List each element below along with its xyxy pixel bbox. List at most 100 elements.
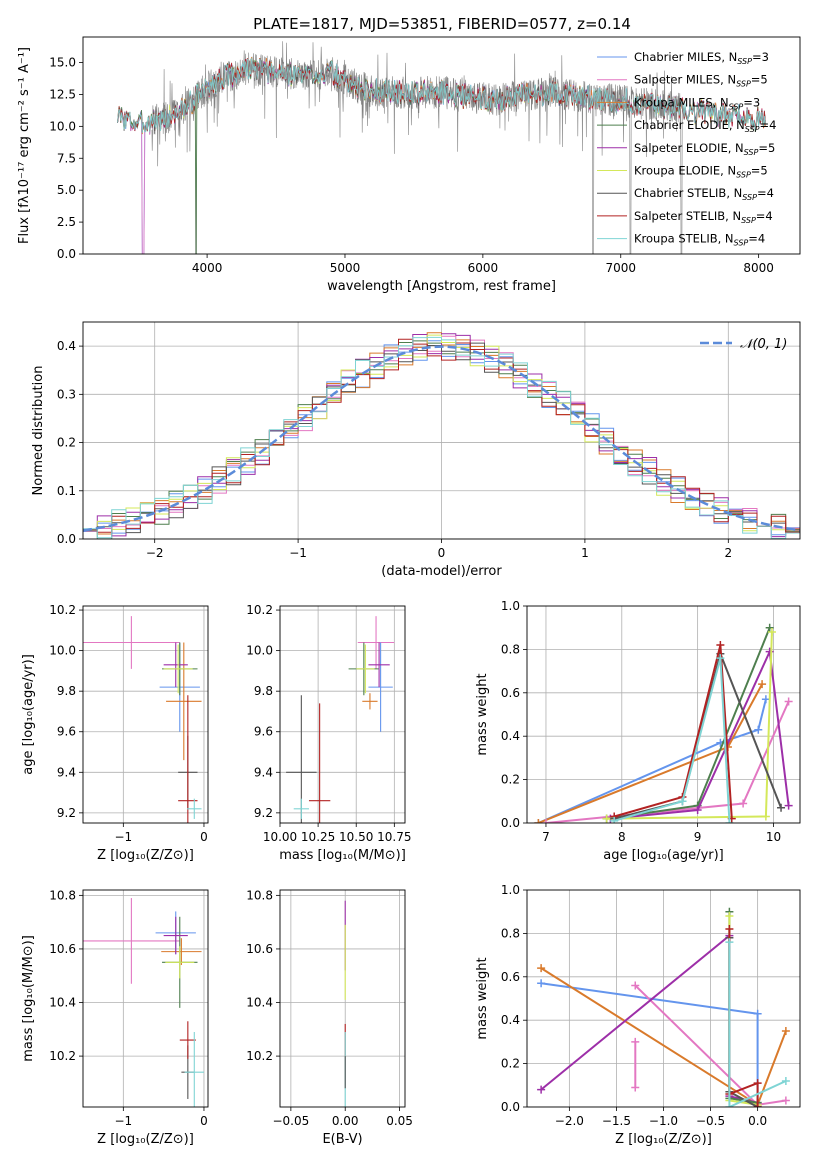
spectrum-xlabel: wavelength [Angstrom, rest frame] [327,279,556,294]
weight-line-chabrier_miles [537,699,767,823]
legend-entry-gauss: 𝒩(0, 1) [740,337,787,352]
spectrum-ytick-label: 12.5 [49,87,76,101]
mass_vs_z-xlabel: Z [log₁₀(Z/Z⊙)] [97,1132,194,1147]
legend-n: =3 [743,95,760,109]
mass_vs_z-ytick-label: 10.2 [49,1049,76,1063]
mass_vs_z-ytick-label: 10.6 [49,942,76,956]
residuals-ytick-label: 0.2 [57,436,76,450]
weight-marker-chabrier_stelib [777,803,786,812]
weight_vs_age-xtick-label: 10 [766,830,781,844]
weight-marker-salpeter_miles [631,1037,640,1046]
weight-line-kroupa_elodie [606,631,773,820]
residuals-ytick-label: 0.0 [57,532,76,546]
legend-n: =4 [760,118,777,132]
age_vs_z-ytick-label: 10.2 [49,603,76,617]
legend-sub: SSP [736,80,751,89]
weight-marker-kroupa_stelib [725,819,734,823]
age_vs_mass-ytick-label: 9.6 [254,725,273,739]
legend-sub: SSP [744,148,759,157]
weight-marker-salpeter_miles [784,697,793,706]
spectrum-plot-area [117,41,766,254]
mass_vs_ebv-xlabel: E(B-V) [322,1132,362,1147]
legend-sub: SSP [742,193,757,202]
weight-marker-kroupa_stelib [781,1076,790,1085]
weight-marker-kroupa_stelib [725,938,734,947]
residuals-frame [82,321,801,540]
residuals-xtick-label: 2 [724,546,732,560]
age_vs_z-xtick-label: −1 [114,830,132,844]
mass_vs_ebv-xtick-label: 0.00 [332,1114,359,1128]
weight-marker-salpeter_stelib [725,925,734,934]
weight_vs_z-ytick-label: 0.0 [501,1100,520,1114]
residuals-xtick-label: −1 [289,546,307,560]
weight-marker-chabrier_miles [537,979,546,988]
legend-entry-kroupa_elodie: Kroupa ELODIE, NSSP=5 [634,164,768,180]
weight_vs_z-xtick-label: −1.0 [649,1114,678,1128]
age_vs_mass-frame [279,605,406,824]
weight-line-salpeter_elodie [610,647,790,820]
spectrum-xtick-label: 8000 [743,261,774,275]
spectrum-panel: 4000 5000 6000 7000 8000 0.0 2.5 5.0 7.5 10.0 12.5… [17,15,801,294]
weight-marker-kroupa_stelib [725,1103,734,1107]
weight_vs_age-xtick-label: 7 [542,830,550,844]
weight-marker-kroupa_elodie [761,812,770,821]
residuals-panel: −2 −1 0 1 2 0.0 0.1 0.2 0.3 0.4 (data-model)/error… [31,321,801,579]
weight_vs_z-xlabel: Z [log₁₀(Z/Z⊙)] [615,1132,712,1147]
weight-marker-kroupa_miles [537,964,546,973]
spectrum-ticks: 4000 5000 6000 7000 8000 0.0 2.5 5.0 7.5 10.0 12.5… [49,56,774,275]
weight-marker-salpeter_stelib [716,641,725,650]
weight-line-chabrier_elodie [728,911,758,1104]
weight_vs_z-xtick-label: −0.5 [696,1114,725,1128]
mass_vs_ebv-ytick-label: 10.6 [246,942,273,956]
weight-marker-salpeter_elodie [693,805,702,814]
mass_vs_z-frame [82,889,209,1108]
weight-marker-salpeter_miles [541,819,550,823]
legend-sub: SSP [745,125,760,134]
spectrum-ylabel: Flux [fλ10⁻¹⁷ erg cm⁻² s⁻¹ A⁻¹] [17,47,32,244]
legend-n: =3 [752,50,769,64]
weight_vs_age-panel: 7 8 9 10 0.0 0.2 0.4 0.6 0.8 1.0 age [log₁₀(age/yr… [475,599,801,863]
legend-entry-chabrier_elodie: Chabrier ELODIE, NSSP=4 [634,118,776,134]
weight_vs_z-xtick-label: 0.0 [748,1114,767,1128]
residuals-ytick-label: 0.1 [57,484,76,498]
mass_vs_ebv-frame [279,889,406,1108]
weight_vs_age-ylabel: mass weight [475,673,490,755]
legend-n: =4 [757,186,774,200]
legend-entry-chabrier_miles: Chabrier MILES, NSSP=3 [634,50,769,66]
mass_vs_z-xtick-label: 0 [200,1114,208,1128]
residuals-plot-area [83,322,800,539]
weight_vs_age-ytick-label: 0.4 [501,729,520,743]
spectrum-ytick-label: 2.5 [57,215,76,229]
weight_vs_age-ytick-label: 0.8 [501,642,520,656]
age_vs_mass-xtick-label: 10.50 [339,830,373,844]
age_vs_z-ylabel: age [log₁₀(age/yr)] [21,654,36,775]
mass_vs_ebv-ytick-label: 10.2 [246,1049,273,1063]
weight-marker-kroupa_elodie [767,628,776,637]
legend-entry-chabrier_stelib: Chabrier STELIB, NSSP=4 [634,186,774,202]
weight-marker-salpeter_miles [631,1083,640,1092]
weight-marker-kroupa_elodie [602,814,611,823]
age_vs_z-panel: −1 0 9.2 9.4 9.6 9.8 10.0 10.2 Z [log₁₀(Z/Z⊙)] ag… [21,603,209,863]
weight_vs_z-ytick-label: 0.6 [501,970,520,984]
age_vs_mass-ytick-label: 9.4 [254,765,273,779]
residuals-ticks: −2 −1 0 1 2 0.0 0.1 0.2 0.3 0.4 [57,339,732,560]
legend-label: Chabrier MILES, N [634,50,737,64]
mass_vs_ebv-ytick-label: 10.8 [246,888,273,902]
weight_vs_z-ticks: −2.0 −1.5 −1.0 −0.5 0.0 0.0 0.2 0.4 0.6 0.8 1.0 [501,883,767,1128]
age_vs_mass-ytick-label: 9.8 [254,684,273,698]
mass_vs_ebv-ytick-label: 10.4 [246,996,273,1010]
legend-n: =5 [751,164,768,178]
weight-marker-chabrier_miles [753,1009,762,1018]
weight_vs_age-ytick-label: 0.2 [501,773,520,787]
age_vs_z-ytick-label: 9.8 [57,684,76,698]
mass_vs_ebv-plot-area [280,890,405,1107]
weight-line-salpeter_stelib [613,644,733,819]
weight_vs_z-frame [526,889,801,1108]
weight-marker-kroupa_miles [758,680,767,689]
weight-line-salpeter_elodie [540,933,758,1104]
weight-marker-salpeter_elodie [784,801,793,810]
residuals-xtick-label: 1 [581,546,589,560]
age_vs_mass-ticks: 10.00 10.25 10.50 10.75 9.2 9.4 9.6 9.8 10.0 10.2 [246,603,411,844]
residuals-xlabel: (data-model)/error [381,564,502,579]
